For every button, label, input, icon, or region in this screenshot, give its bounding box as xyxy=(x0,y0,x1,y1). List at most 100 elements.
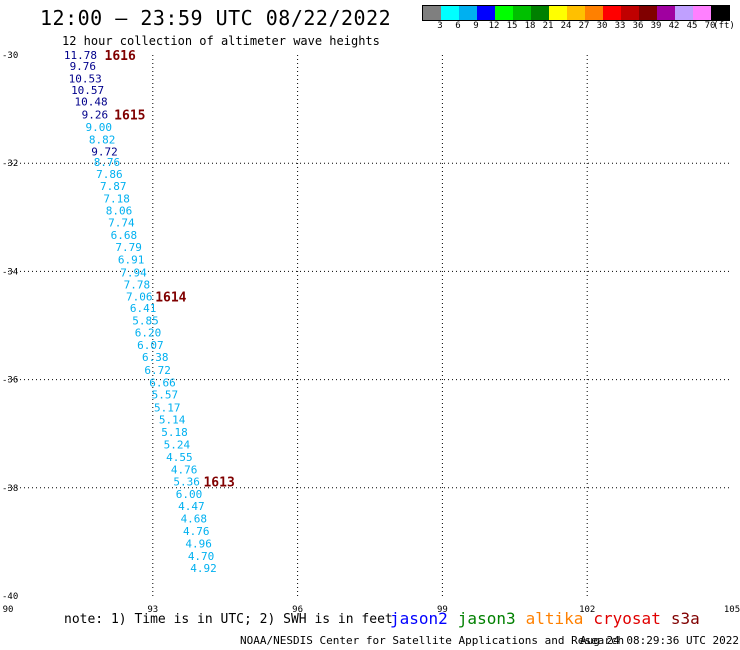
chart-title: 12:00 – 23:59 UTC 08/22/2022 xyxy=(40,6,392,30)
color-swatch xyxy=(693,6,711,20)
color-swatch xyxy=(675,6,693,20)
wave-height-label: 4.47 xyxy=(178,500,205,513)
color-scale-label: 24 xyxy=(560,21,572,31)
wave-height-label: 10.48 xyxy=(74,96,107,109)
mission-cryosat: cryosat xyxy=(593,609,661,628)
color-swatch xyxy=(513,6,531,20)
wave-height-label: 6.07 xyxy=(137,339,164,352)
y-tick-label: -40 xyxy=(2,592,18,602)
color-scale-bar xyxy=(422,5,730,21)
wave-height-label: 8.76 xyxy=(94,156,121,169)
wave-height-label: 7.74 xyxy=(108,217,135,230)
y-tick-label: -32 xyxy=(2,159,18,169)
wave-height-label: 5.14 xyxy=(159,414,186,427)
wave-height-label: 7.86 xyxy=(96,168,123,181)
mission-jason2: jason2 xyxy=(390,609,448,628)
wave-height-label: 4.76 xyxy=(183,525,210,538)
wave-height-label: 5.36 xyxy=(173,475,200,488)
color-swatch xyxy=(459,6,477,20)
wave-height-label: 9.72 xyxy=(91,145,118,158)
color-scale-label: 27 xyxy=(578,21,590,31)
wave-height-label: 6.68 xyxy=(111,229,138,242)
y-tick-label: -30 xyxy=(2,51,18,61)
wave-height-label: 7.18 xyxy=(103,192,130,205)
wave-height-label: 9.26 xyxy=(82,109,109,122)
wave-height-label: 4.70 xyxy=(188,550,215,563)
color-scale-label: 18 xyxy=(524,21,536,31)
color-scale-label: 15 xyxy=(506,21,518,31)
color-scale-label: 39 xyxy=(650,21,662,31)
y-tick-label: -38 xyxy=(2,484,18,494)
color-scale-labels: 3 6 9 12 15 18 21 24 27 30 33 36 39 42 45 70 (ft) xyxy=(422,21,740,33)
wave-height-label: 8.82 xyxy=(89,133,116,146)
x-tick-label: 102 xyxy=(579,605,595,615)
color-swatch xyxy=(495,6,513,20)
color-scale-unit: (ft) xyxy=(713,21,735,31)
color-scale-label: 6 xyxy=(455,21,461,31)
y-tick-label: -36 xyxy=(2,376,18,386)
pass-number-label: 1616 xyxy=(105,49,136,64)
chart-subtitle: 12 hour collection of altimeter wave hei… xyxy=(62,34,380,48)
mission-legend: jason2 jason3 altika cryosat s3a xyxy=(390,609,710,628)
x-tick-label: 93 xyxy=(147,605,158,615)
color-swatch xyxy=(585,6,603,20)
footer-note: note: 1) Time is in UTC; 2) SWH is in fe… xyxy=(64,612,393,627)
wave-height-label: 7.94 xyxy=(120,266,147,279)
color-scale-label: 42 xyxy=(668,21,680,31)
wave-height-label: 9.00 xyxy=(85,121,112,134)
wave-height-label: 5.24 xyxy=(164,439,191,452)
wave-height-label: 7.06 xyxy=(126,290,153,303)
wave-height-label: 6.91 xyxy=(118,253,145,266)
wave-height-label: 4.92 xyxy=(190,562,217,575)
color-swatch xyxy=(477,6,495,20)
wave-height-label: 4.68 xyxy=(181,513,208,526)
mission-jason3: jason3 xyxy=(457,609,516,628)
color-scale-label: 12 xyxy=(488,21,500,31)
footer-timestamp: Aug 24 08:29:36 UTC 2022 xyxy=(580,634,739,647)
color-scale-label: 70 xyxy=(704,21,716,31)
x-tick-label: 105 xyxy=(724,605,740,615)
wave-height-label: 11.78 xyxy=(64,49,97,62)
mission-altika: altika xyxy=(525,609,584,628)
wave-height-label: 4.96 xyxy=(185,538,212,551)
color-swatch xyxy=(711,6,729,20)
color-scale-label: 36 xyxy=(632,21,644,31)
wave-height-label: 7.78 xyxy=(124,278,151,291)
x-tick-label: 96 xyxy=(292,605,303,615)
color-swatch xyxy=(531,6,549,20)
wave-height-label: 4.76 xyxy=(171,463,198,476)
color-scale-label: 21 xyxy=(542,21,554,31)
wave-height-label: 6.41 xyxy=(130,302,157,315)
wave-height-label: 7.79 xyxy=(115,241,142,254)
color-swatch xyxy=(603,6,621,20)
wave-height-label: 9.76 xyxy=(70,60,97,73)
wave-height-label: 6.00 xyxy=(176,488,203,501)
wave-height-label: 10.57 xyxy=(71,84,104,97)
y-tick-label: -34 xyxy=(2,267,18,277)
wave-height-label: 7.87 xyxy=(100,180,127,193)
color-scale-label: 45 xyxy=(686,21,698,31)
pass-number-label: 1613 xyxy=(203,475,234,490)
color-scale-label: 3 xyxy=(437,21,443,31)
x-tick-label: 99 xyxy=(437,605,448,615)
mission-s3a: s3a xyxy=(670,609,700,628)
wave-height-label: 4.55 xyxy=(166,451,193,464)
color-swatch xyxy=(657,6,675,20)
color-swatch xyxy=(549,6,567,20)
wave-height-label: 6.72 xyxy=(144,364,171,377)
wave-height-label: 6.20 xyxy=(135,327,162,340)
pass-number-label: 1614 xyxy=(155,290,186,305)
color-scale-label: 30 xyxy=(596,21,608,31)
color-swatch xyxy=(567,6,585,20)
color-swatch xyxy=(423,6,441,20)
color-swatch xyxy=(639,6,657,20)
color-swatch xyxy=(441,6,459,20)
wave-height-label: 5.85 xyxy=(132,315,159,328)
x-tick-label: 90 xyxy=(3,605,14,615)
footer-credit: NOAA/NESDIS Center for Satellite Applica… xyxy=(240,634,625,647)
wave-height-label: 5.17 xyxy=(154,402,181,415)
color-scale-label: 9 xyxy=(473,21,479,31)
color-scale-label: 33 xyxy=(614,21,626,31)
